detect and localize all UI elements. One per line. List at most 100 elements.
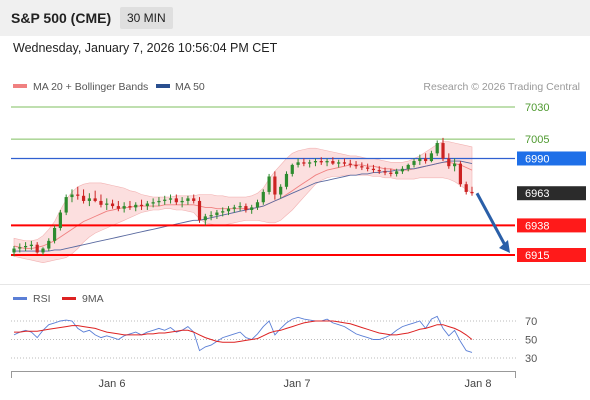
support-tag bbox=[517, 248, 586, 262]
candle-body bbox=[232, 207, 236, 209]
candle-body bbox=[209, 215, 213, 217]
candle-body bbox=[383, 171, 387, 173]
resistance-label-7030: 7030 bbox=[525, 102, 549, 114]
ma20-line bbox=[13, 161, 473, 250]
candle-body bbox=[255, 202, 260, 208]
candle-body bbox=[215, 212, 219, 216]
candle-body bbox=[400, 168, 405, 172]
candle-body bbox=[250, 207, 254, 210]
candle-body bbox=[284, 173, 289, 187]
candle-body bbox=[458, 163, 463, 185]
candle-body bbox=[221, 211, 225, 213]
x-tick-jan7: Jan 7 bbox=[284, 378, 311, 390]
forecast-arrowhead bbox=[499, 240, 510, 253]
rsi-tick-70: 70 bbox=[525, 316, 537, 328]
candle-body bbox=[64, 197, 68, 213]
candle-body bbox=[52, 227, 57, 241]
last-price-tag bbox=[517, 186, 586, 201]
candle-body bbox=[435, 143, 439, 154]
ma50-legend-swatch bbox=[156, 84, 170, 88]
ma9-legend-swatch bbox=[62, 297, 76, 300]
candle-body bbox=[81, 195, 86, 201]
candle-body bbox=[325, 161, 329, 163]
timeframe-badge[interactable]: 30 MIN bbox=[120, 7, 173, 29]
candle-body bbox=[197, 200, 202, 221]
candle-body bbox=[296, 162, 300, 165]
price-plot-area: 7030 7005 6990 6963 6938 6915 bbox=[11, 102, 586, 264]
ma50-line bbox=[14, 160, 473, 252]
pivot-tag bbox=[517, 151, 586, 166]
candle-body bbox=[279, 186, 283, 195]
x-tick-jan6: Jan 6 bbox=[99, 378, 126, 390]
candle-body bbox=[290, 164, 294, 174]
candle-body bbox=[122, 206, 126, 209]
candle-body bbox=[23, 245, 28, 248]
candle-body bbox=[99, 200, 103, 205]
chart-header: S&P 500 (CME) 30 MIN bbox=[0, 0, 590, 36]
candle-body bbox=[302, 162, 306, 164]
candle-body bbox=[76, 194, 80, 196]
candle-body bbox=[134, 204, 138, 208]
candle-body bbox=[441, 143, 445, 159]
ma20-legend-label: MA 20 + Bollinger Bands bbox=[33, 81, 148, 93]
candle-body bbox=[313, 161, 318, 163]
candle-body bbox=[203, 216, 207, 221]
candle-body bbox=[70, 194, 74, 198]
candle-body bbox=[331, 161, 335, 164]
candle-body bbox=[308, 162, 312, 164]
candle-body bbox=[186, 198, 190, 201]
candle-body bbox=[145, 203, 149, 207]
support-label-6915: 6915 bbox=[525, 250, 549, 262]
candle-body bbox=[418, 158, 422, 162]
rsi-line bbox=[13, 315, 473, 353]
candle-body bbox=[342, 162, 347, 164]
candle-body bbox=[453, 163, 457, 167]
candle-body bbox=[470, 191, 474, 194]
candle-body bbox=[371, 168, 376, 171]
candle-body bbox=[157, 200, 161, 203]
symbol-title: S&P 500 (CME) bbox=[11, 10, 112, 26]
candle-body bbox=[429, 153, 434, 162]
credit-text: Research © 2026 Trading Central bbox=[423, 81, 580, 93]
ma50-legend-label: MA 50 bbox=[175, 81, 205, 93]
candle-body bbox=[29, 244, 33, 246]
resistance-label-7005: 7005 bbox=[525, 134, 549, 146]
candle-body bbox=[354, 164, 358, 167]
candle-body bbox=[464, 184, 468, 192]
pivot-label-6990: 6990 bbox=[525, 153, 549, 165]
candle-body bbox=[238, 206, 242, 208]
candle-body bbox=[389, 172, 393, 174]
candle-body bbox=[412, 161, 416, 165]
candle-body bbox=[47, 240, 51, 249]
candle-body bbox=[105, 203, 109, 205]
candle-body bbox=[267, 176, 271, 192]
rsi-tick-50: 50 bbox=[525, 335, 537, 347]
candle-body bbox=[163, 199, 167, 201]
rsi-legend-label: RSI bbox=[33, 293, 51, 305]
ma9-legend-label: 9MA bbox=[82, 293, 104, 305]
candle-body bbox=[406, 164, 410, 169]
candle-body bbox=[87, 198, 91, 201]
candle-body bbox=[180, 200, 184, 203]
candle-body bbox=[273, 176, 277, 195]
rsi-plot-area: 70 50 30 bbox=[11, 315, 537, 365]
candle-body bbox=[18, 247, 22, 249]
rsi-ma9-line bbox=[14, 320, 473, 343]
rsi-legend-swatch bbox=[13, 297, 27, 300]
ma20-legend-swatch bbox=[13, 84, 27, 88]
candle-body bbox=[12, 248, 16, 253]
candle-body bbox=[174, 198, 178, 203]
bollinger-band bbox=[13, 141, 473, 264]
candle-body bbox=[447, 158, 451, 167]
candle-body bbox=[41, 248, 45, 253]
candle-body bbox=[151, 202, 155, 204]
candle-body bbox=[424, 158, 428, 162]
candle-body bbox=[244, 206, 248, 210]
candle-body bbox=[360, 166, 364, 168]
candle-body bbox=[192, 198, 196, 201]
candle-body bbox=[139, 204, 144, 207]
rsi-tick-30: 30 bbox=[525, 353, 537, 365]
support-label-6938: 6938 bbox=[525, 220, 549, 232]
candle-body bbox=[377, 170, 381, 172]
